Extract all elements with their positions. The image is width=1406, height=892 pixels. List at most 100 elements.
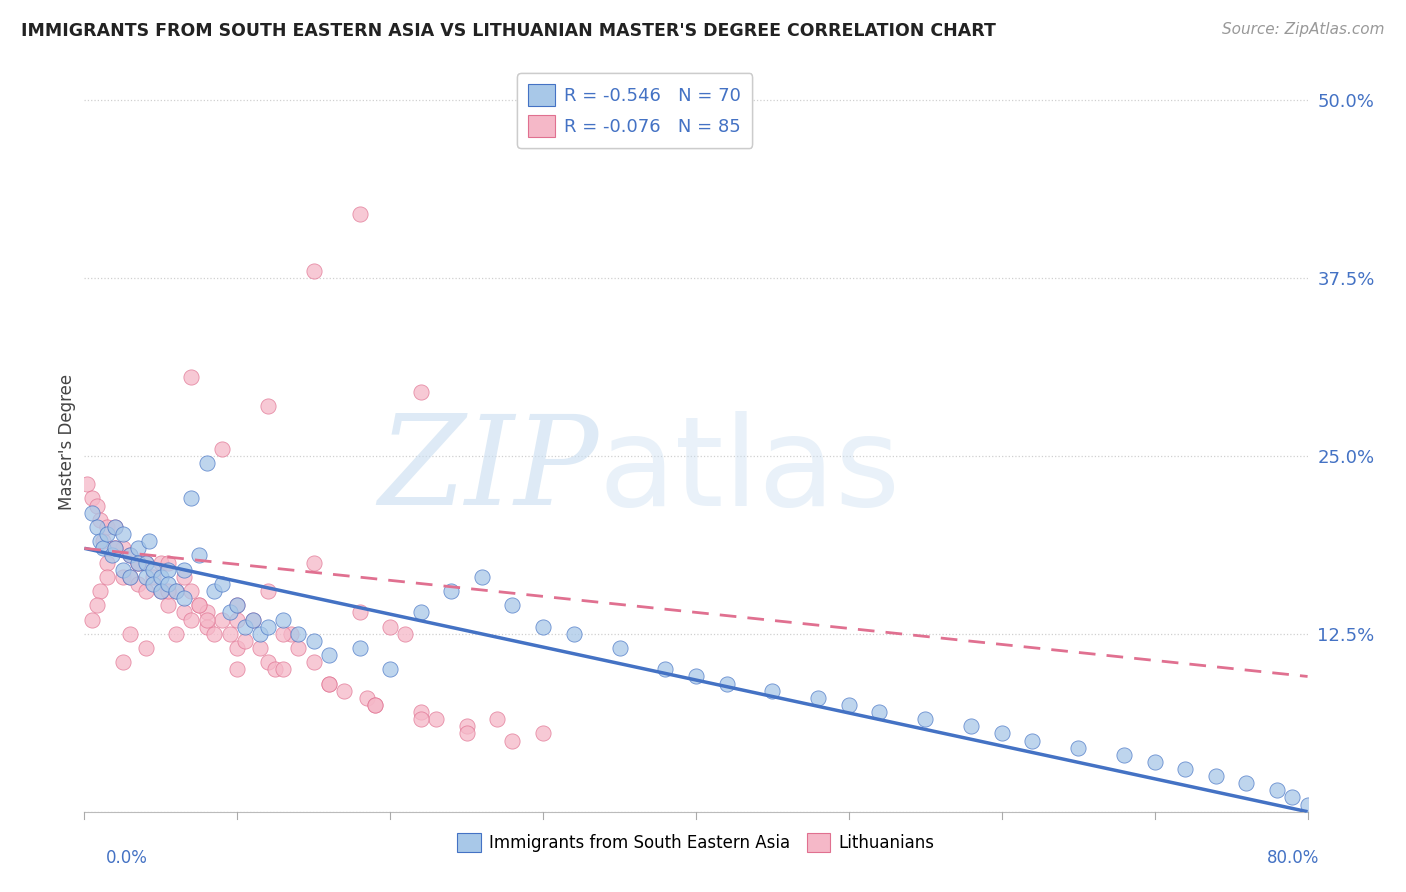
Point (1281, 790, 1303, 805)
Point (233, 619, 256, 633)
Point (195, 613, 218, 627)
Point (409, 705, 432, 719)
Point (364, 698, 387, 712)
Point (226, 662, 249, 676)
Point (149, 584, 172, 599)
Point (562, 626, 585, 640)
Point (96, 570, 118, 584)
Point (257, 399, 280, 413)
Point (302, 655, 325, 669)
Point (89, 584, 111, 599)
Point (249, 626, 271, 640)
Point (127, 577, 149, 591)
Point (302, 263, 325, 277)
Point (86, 520, 108, 534)
Point (264, 662, 287, 676)
Point (165, 626, 187, 640)
Point (1236, 776, 1258, 790)
Point (1296, 797, 1319, 812)
Point (226, 599, 249, 613)
Point (242, 613, 264, 627)
Point (380, 662, 402, 676)
Text: atlas: atlas (598, 410, 900, 532)
Point (409, 712, 432, 726)
Text: Source: ZipAtlas.com: Source: ZipAtlas.com (1222, 22, 1385, 37)
Point (502, 599, 524, 613)
Point (364, 698, 387, 712)
Point (104, 520, 127, 534)
Point (180, 370, 202, 384)
Point (226, 640, 249, 655)
Point (120, 549, 142, 563)
Point (127, 556, 149, 570)
Point (1205, 769, 1227, 783)
Point (271, 626, 294, 640)
Point (135, 556, 157, 570)
Point (120, 570, 142, 584)
Point (142, 570, 165, 584)
Point (502, 733, 524, 747)
Point (249, 640, 271, 655)
Point (318, 648, 340, 662)
Point (257, 655, 280, 669)
Point (138, 534, 160, 549)
Text: 80.0%: 80.0% (1267, 849, 1319, 867)
Point (127, 556, 149, 570)
Point (1067, 740, 1090, 755)
Point (188, 599, 211, 613)
Point (120, 626, 142, 640)
Point (135, 556, 157, 570)
Point (409, 384, 432, 399)
Point (869, 705, 891, 719)
Point (96, 527, 118, 541)
Point (195, 606, 218, 620)
Point (173, 570, 195, 584)
Point (202, 626, 225, 640)
Point (202, 584, 225, 599)
Legend: R = -0.546   N = 70, R = -0.076   N = 85: R = -0.546 N = 70, R = -0.076 N = 85 (517, 73, 752, 148)
Point (991, 726, 1014, 740)
Text: 0.0%: 0.0% (105, 849, 148, 867)
Point (120, 570, 142, 584)
Point (111, 527, 134, 541)
Point (104, 520, 127, 534)
Point (425, 712, 447, 726)
Point (280, 626, 302, 640)
Point (380, 619, 402, 633)
Text: ZIP: ZIP (378, 410, 598, 532)
Point (111, 570, 134, 584)
Point (149, 570, 172, 584)
Point (173, 591, 195, 606)
Point (120, 549, 142, 563)
Point (111, 655, 134, 669)
Point (127, 541, 149, 556)
Point (318, 676, 340, 690)
Point (188, 549, 211, 563)
Point (226, 613, 249, 627)
Point (807, 690, 830, 705)
Point (211, 577, 233, 591)
Point (356, 690, 378, 705)
Point (685, 669, 707, 683)
Point (157, 599, 180, 613)
Point (157, 584, 180, 599)
Point (104, 541, 127, 556)
Point (257, 584, 280, 599)
Point (80, 506, 103, 520)
Point (218, 606, 240, 620)
Point (349, 207, 371, 221)
Point (211, 442, 233, 456)
Point (104, 541, 127, 556)
Point (91, 534, 114, 549)
Point (89, 513, 111, 527)
Point (394, 626, 416, 640)
Point (142, 563, 165, 577)
Point (287, 626, 309, 640)
Point (188, 599, 211, 613)
Point (531, 619, 554, 633)
Point (80, 491, 103, 506)
Point (960, 719, 983, 733)
Point (218, 626, 240, 640)
Point (1265, 783, 1288, 797)
Point (242, 613, 264, 627)
